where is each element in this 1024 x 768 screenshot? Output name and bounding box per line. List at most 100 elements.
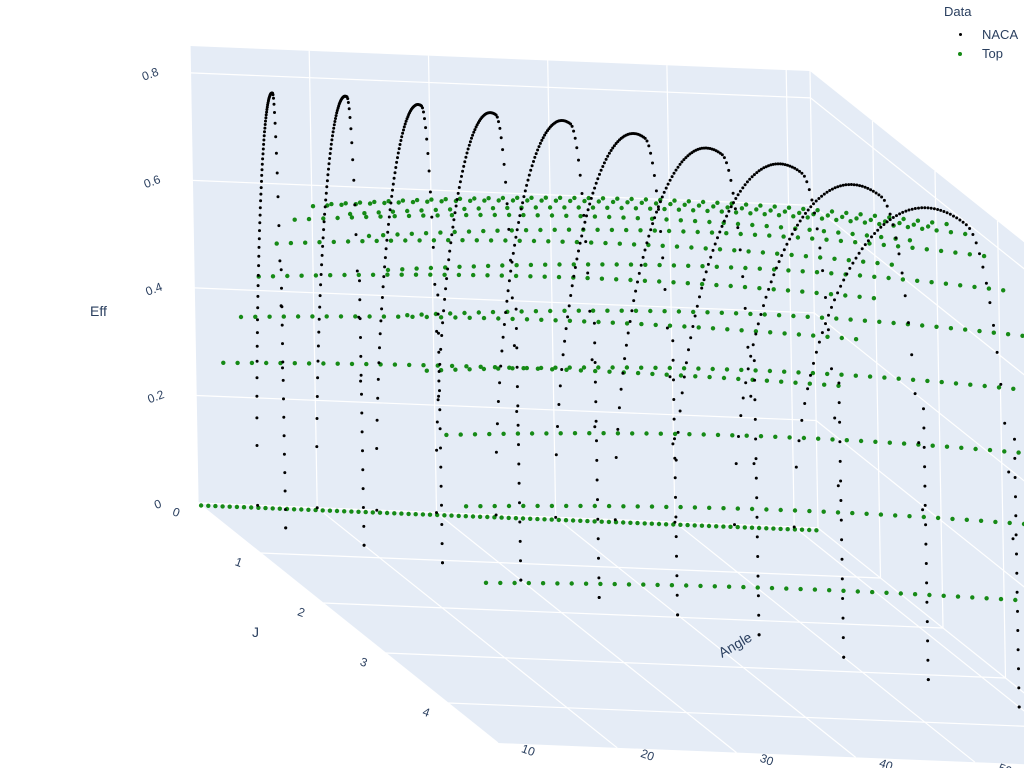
naca-point xyxy=(1017,686,1020,689)
naca-point xyxy=(281,324,284,327)
top-point xyxy=(854,374,858,378)
top-point xyxy=(364,510,368,514)
naca-point xyxy=(616,428,619,431)
naca-point xyxy=(499,365,502,368)
naca-point xyxy=(992,324,995,327)
top-point xyxy=(797,332,801,336)
naca-point xyxy=(538,145,541,148)
naca-point xyxy=(734,197,737,200)
top-point xyxy=(510,317,514,321)
top-point xyxy=(206,504,210,508)
top-point xyxy=(767,233,771,237)
top-point xyxy=(577,309,581,313)
naca-point xyxy=(395,161,398,164)
top-point xyxy=(902,441,906,445)
naca-point xyxy=(380,307,383,310)
top-point xyxy=(539,366,543,370)
naca-point xyxy=(958,219,961,222)
naca-point xyxy=(749,395,752,398)
naca-point xyxy=(978,252,981,255)
top-point xyxy=(1008,521,1012,525)
top-point xyxy=(360,239,364,243)
naca-point xyxy=(508,279,511,282)
naca-point xyxy=(262,143,265,146)
top-point xyxy=(293,218,297,222)
legend-item-top[interactable]: Top xyxy=(944,44,1018,63)
top-point xyxy=(267,315,271,319)
naca-point xyxy=(875,192,878,195)
top-point xyxy=(707,220,711,224)
top-point xyxy=(410,232,414,236)
top-point xyxy=(643,279,647,283)
top-point xyxy=(605,309,609,313)
naca-point xyxy=(512,252,515,255)
top-point xyxy=(775,252,779,256)
top-point xyxy=(414,266,418,270)
naca-point xyxy=(595,182,598,185)
legend-label-naca: NACA xyxy=(982,27,1018,42)
top-point xyxy=(727,585,731,589)
naca-point xyxy=(515,346,518,349)
naca-point xyxy=(362,487,365,490)
naca-point xyxy=(358,279,361,282)
top-point xyxy=(342,509,346,513)
top-point xyxy=(861,260,865,264)
naca-point xyxy=(755,457,758,460)
legend-item-naca[interactable]: NACA xyxy=(944,25,1018,44)
naca-point xyxy=(572,275,575,278)
top-point xyxy=(477,206,481,210)
top-point xyxy=(801,269,805,273)
top-point xyxy=(657,263,661,267)
naca-point xyxy=(926,639,929,642)
top-point xyxy=(750,526,754,530)
naca-point xyxy=(828,189,831,192)
top-point xyxy=(407,214,411,218)
top-point xyxy=(972,285,976,289)
naca-point xyxy=(872,190,875,193)
top-point xyxy=(693,505,697,509)
naca-point xyxy=(360,412,363,415)
top-point xyxy=(486,264,490,268)
top-point xyxy=(687,432,691,436)
naca-point xyxy=(839,480,842,483)
naca-point xyxy=(330,138,333,141)
top-point xyxy=(729,265,733,269)
top-point xyxy=(500,263,504,267)
top-point xyxy=(514,263,518,267)
naca-point xyxy=(255,416,258,419)
top-point xyxy=(453,230,457,234)
top-point xyxy=(899,591,903,595)
naca-point xyxy=(971,233,974,236)
top-point xyxy=(586,262,590,266)
naca-point xyxy=(851,262,854,265)
top-point xyxy=(401,198,405,202)
naca-point xyxy=(262,139,265,142)
naca-point xyxy=(839,285,842,288)
top-point xyxy=(757,286,761,290)
naca-point xyxy=(283,453,286,456)
top-point xyxy=(525,366,529,370)
naca-point xyxy=(842,279,845,282)
naca-point xyxy=(839,499,842,502)
naca-point xyxy=(261,157,264,160)
naca-point xyxy=(762,304,765,307)
naca-point xyxy=(258,246,261,249)
top-point xyxy=(641,582,645,586)
naca-point xyxy=(1014,514,1017,517)
top-point xyxy=(471,514,475,518)
top-point xyxy=(593,214,597,218)
top-point xyxy=(593,504,597,508)
naca-point xyxy=(585,214,588,217)
naca-point xyxy=(649,228,652,231)
naca-point xyxy=(675,555,678,558)
naca-point xyxy=(848,267,851,270)
naca-point xyxy=(651,162,654,165)
top-point xyxy=(677,309,681,313)
top-point xyxy=(448,311,452,315)
top-point xyxy=(458,197,462,201)
naca-point xyxy=(767,288,770,291)
naca-point xyxy=(640,264,643,267)
naca-point xyxy=(281,366,284,369)
naca-point xyxy=(280,287,283,290)
